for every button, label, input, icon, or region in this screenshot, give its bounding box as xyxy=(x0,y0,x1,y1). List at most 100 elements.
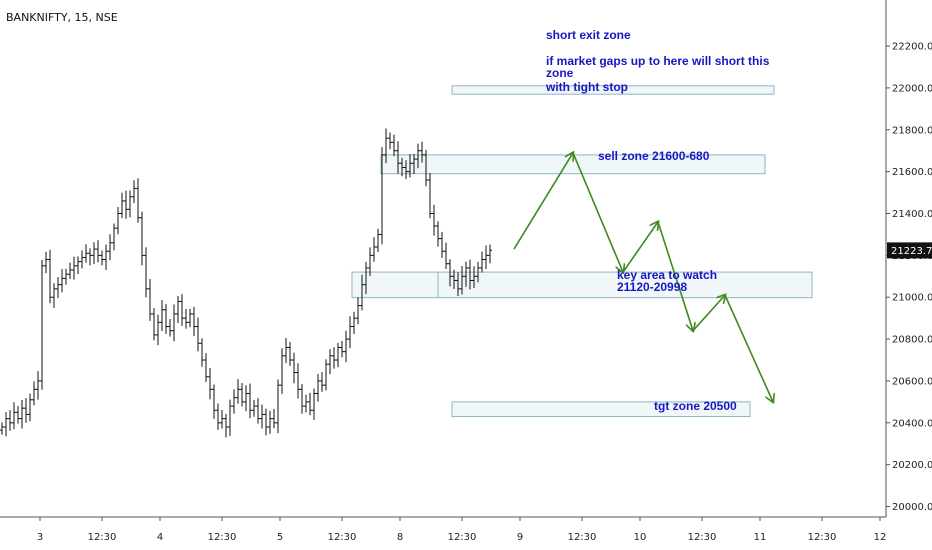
x-tick-label-2: 4 xyxy=(157,532,163,543)
x-tick-label-8: 9 xyxy=(517,532,523,543)
y-tick-label-2: 20400.00 xyxy=(892,418,932,429)
price-bar-93 xyxy=(372,237,376,262)
price-bar-116 xyxy=(464,261,468,287)
gap-note-line-3: with tight stop xyxy=(545,80,628,94)
price-bar-97 xyxy=(388,132,392,150)
price-bar-15 xyxy=(60,268,64,293)
price-bar-117 xyxy=(468,259,472,290)
projection-segment-3 xyxy=(657,221,693,331)
price-bar-79 xyxy=(316,374,320,402)
price-bar-25 xyxy=(100,250,104,266)
price-bar-13 xyxy=(52,283,56,308)
price-bar-98 xyxy=(392,134,396,157)
price-bar-74 xyxy=(296,363,300,399)
price-bar-120 xyxy=(480,251,484,273)
price-bar-108 xyxy=(432,204,436,236)
price-bar-56 xyxy=(224,414,228,438)
price-bar-99 xyxy=(396,141,400,174)
price-bar-113 xyxy=(452,269,456,290)
y-tick-label-11: 22200.00 xyxy=(892,42,932,53)
zone-rect-2 xyxy=(351,271,813,299)
y-tick-label-3: 20600.00 xyxy=(892,376,932,387)
price-bar-102 xyxy=(408,154,412,178)
price-bar-28 xyxy=(112,223,116,251)
key-area-label-line-2: 21120-20998 xyxy=(617,280,687,294)
chart-title: BANKNIFTY, 15, NSE xyxy=(6,11,118,24)
x-tick-label-5: 12:30 xyxy=(328,532,357,543)
price-bar-66 xyxy=(264,408,268,436)
price-bar-86 xyxy=(344,330,348,363)
price-bar-34 xyxy=(136,178,140,223)
price-bar-35 xyxy=(140,211,144,266)
gap-note-line-1: if market gaps up to here will short thi… xyxy=(546,54,770,68)
price-bar-22 xyxy=(88,248,92,266)
price-bar-26 xyxy=(104,244,108,271)
price-bar-100 xyxy=(400,157,404,177)
projection-segment-0 xyxy=(513,153,573,250)
price-bar-50 xyxy=(200,338,204,367)
price-bar-45 xyxy=(180,294,184,326)
zones-layer xyxy=(351,85,813,418)
price-bar-33 xyxy=(132,180,136,204)
price-bar-105 xyxy=(420,141,424,163)
price-bar-111 xyxy=(444,242,448,269)
time-axis[interactable]: 3 12:30 4 12:30 5 12:30 8 12:30 9 12:30 10 12:30 11 1… xyxy=(0,516,886,543)
price-bar-49 xyxy=(196,317,200,352)
zone-rect-3 xyxy=(451,401,751,418)
price-bar-62 xyxy=(248,383,252,419)
price-bar-67 xyxy=(268,410,272,434)
price-bar-32 xyxy=(128,190,132,218)
price-bar-3 xyxy=(12,402,16,430)
y-tick-label-0: 20000.00 xyxy=(892,502,932,513)
price-bar-44 xyxy=(176,295,180,324)
price-bar-85 xyxy=(340,340,344,358)
price-bar-68 xyxy=(272,408,276,429)
x-tick-label-0: 3 xyxy=(37,532,43,543)
price-bar-36 xyxy=(144,247,148,298)
key-area-label-line-1: key area to watch xyxy=(617,268,717,282)
price-bars xyxy=(0,128,492,438)
x-tick-label-11: 12:30 xyxy=(688,532,717,543)
zone-rect-0 xyxy=(451,85,775,95)
y-tick-label-9: 21800.00 xyxy=(892,125,932,136)
price-bar-83 xyxy=(332,347,336,369)
price-bar-14 xyxy=(56,277,60,299)
price-bar-63 xyxy=(252,399,256,417)
last-price-value: 21223.75 xyxy=(891,246,932,257)
tgt-zone-label: tgt zone 20500 xyxy=(654,399,737,413)
price-bar-64 xyxy=(256,398,260,424)
price-bar-78 xyxy=(312,388,316,420)
price-bar-84 xyxy=(336,342,340,368)
price-bar-7 xyxy=(28,393,32,422)
price-bar-58 xyxy=(232,389,236,414)
price-bar-17 xyxy=(68,262,72,280)
y-tick-label-1: 20200.00 xyxy=(892,460,932,471)
price-bar-59 xyxy=(236,379,240,404)
price-bar-118 xyxy=(472,266,476,289)
price-bar-54 xyxy=(216,403,220,430)
price-bar-80 xyxy=(320,372,324,392)
price-bar-21 xyxy=(84,244,88,263)
price-bar-41 xyxy=(164,304,168,334)
y-tick-label-7: 21400.00 xyxy=(892,209,932,220)
projection-segment-2 xyxy=(622,222,658,273)
price-bar-16 xyxy=(64,268,68,285)
projection-segment-4 xyxy=(692,295,725,332)
price-bar-121 xyxy=(484,245,488,269)
price-bar-53 xyxy=(212,384,216,419)
last-price-label: 21223.75 xyxy=(887,242,932,259)
price-bar-37 xyxy=(148,279,152,321)
price-bar-4 xyxy=(16,406,20,424)
price-bar-42 xyxy=(168,318,172,337)
last-price-label-bg xyxy=(887,242,932,259)
price-bar-55 xyxy=(220,410,224,429)
price-bar-96 xyxy=(384,128,388,164)
price-bar-89 xyxy=(356,297,360,325)
price-bar-115 xyxy=(460,266,464,295)
price-axis[interactable]: 20000.00 20200.00 20400.00 20600.00 20800.00… xyxy=(885,0,932,517)
projection-segment-1 xyxy=(572,152,623,272)
price-bar-18 xyxy=(72,256,76,280)
price-bar-106 xyxy=(424,149,428,187)
price-bar-60 xyxy=(240,383,244,407)
